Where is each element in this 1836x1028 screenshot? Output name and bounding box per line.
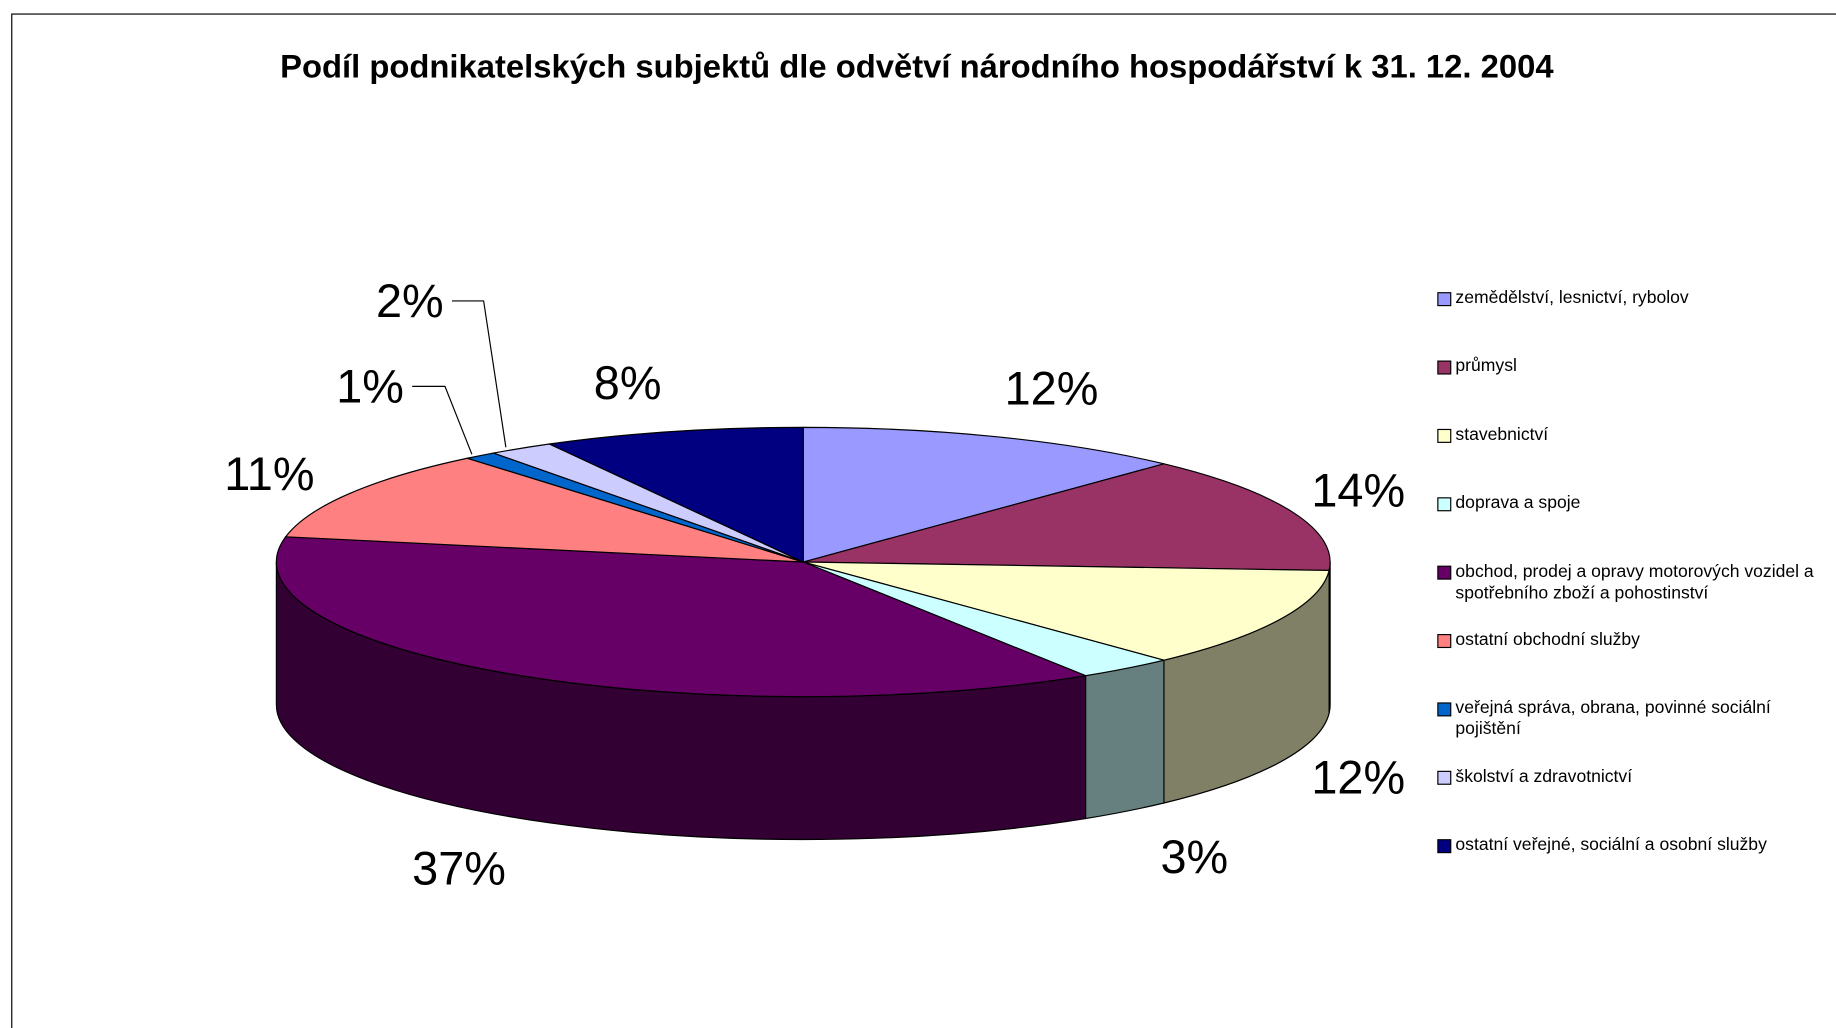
data-label: 12%: [1311, 751, 1405, 803]
legend-label: veřejná správa, obrana, povinné sociální…: [1455, 698, 1771, 740]
legend-swatch: [1437, 428, 1452, 443]
leader-line: [412, 385, 473, 455]
legend-label: školství a zdravotnictví: [1455, 766, 1633, 787]
leader-line: [452, 300, 507, 448]
legend-label: stavebnictví: [1455, 424, 1549, 445]
legend-item: školství a zdravotnictví: [1455, 766, 1633, 787]
legend-label: ostatní veřejné, sociální a osobní služb…: [1455, 835, 1767, 855]
legend-item: zemědělství, lesnictví, rybolov: [1455, 288, 1689, 308]
data-label: 1%: [336, 360, 404, 412]
chart-frame: [11, 13, 1836, 1028]
legend-item: ostatní obchodní služby: [1455, 629, 1640, 650]
legend-swatch: [1437, 839, 1452, 854]
legend-swatch: [1437, 702, 1452, 717]
data-label: 11%: [224, 448, 314, 500]
legend-label: doprava a spoje: [1455, 493, 1581, 514]
pie-slice: [547, 426, 804, 563]
legend-label: zemědělství, lesnictví, rybolov: [1455, 288, 1689, 308]
pie-sides: [275, 561, 1331, 841]
legend-item: průmysl: [1455, 356, 1517, 377]
chart-title: Podíl podnikatelských subjektů dle odvět…: [280, 48, 1554, 85]
legend-item: stavebnictví: [1455, 424, 1549, 445]
pie-side: [1084, 659, 1165, 820]
legend-swatch: [1437, 497, 1452, 512]
legend-swatch: [1437, 565, 1452, 580]
legend-item: veřejná správa, obrana, povinné sociální…: [1455, 698, 1771, 740]
legend-label: ostatní obchodní služby: [1455, 629, 1640, 650]
legend-label: průmysl: [1455, 356, 1517, 377]
legend-label: obchod, prodej a opravy motorových vozid…: [1455, 561, 1814, 603]
pie-slice: [275, 536, 1088, 698]
pie-slice: [803, 561, 1330, 661]
legend-swatch: [1437, 634, 1452, 649]
pie-tops: [275, 426, 1331, 698]
data-label: 3%: [1160, 831, 1228, 883]
pie-slice: [802, 426, 1165, 563]
title-box: Podíl podnikatelských subjektů dle odvět…: [280, 48, 1554, 85]
legend-swatch: [1437, 770, 1452, 785]
data-label: 37%: [412, 843, 506, 895]
legend-item: ostatní veřejné, sociální a osobní služb…: [1455, 835, 1767, 855]
legend-swatch: [1437, 360, 1452, 375]
data-label: 12%: [1005, 363, 1099, 415]
legend-item: doprava a spoje: [1455, 493, 1581, 514]
legend-swatch: [1437, 292, 1452, 307]
pie-slice: [803, 463, 1331, 572]
data-label: 2%: [376, 275, 444, 327]
data-label: 8%: [594, 357, 662, 409]
data-label: 14%: [1311, 464, 1405, 516]
pie-slice: [284, 457, 804, 563]
legend-item: obchod, prodej a opravy motorových vozid…: [1455, 561, 1814, 603]
